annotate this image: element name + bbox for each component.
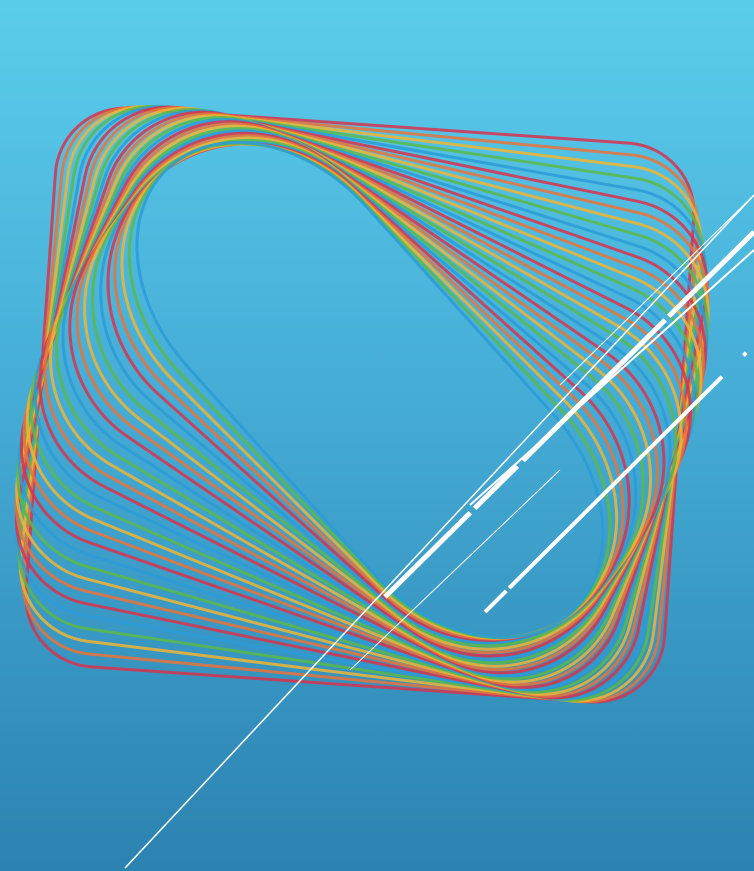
- accent-line: [124, 194, 754, 869]
- loop: [135, 140, 605, 640]
- accent-line: [349, 469, 561, 671]
- accent-line: [469, 249, 754, 506]
- accent-line: [483, 343, 754, 614]
- accent-lines: [124, 194, 754, 869]
- accent-line: [559, 194, 754, 386]
- loop-group: [14, 105, 710, 704]
